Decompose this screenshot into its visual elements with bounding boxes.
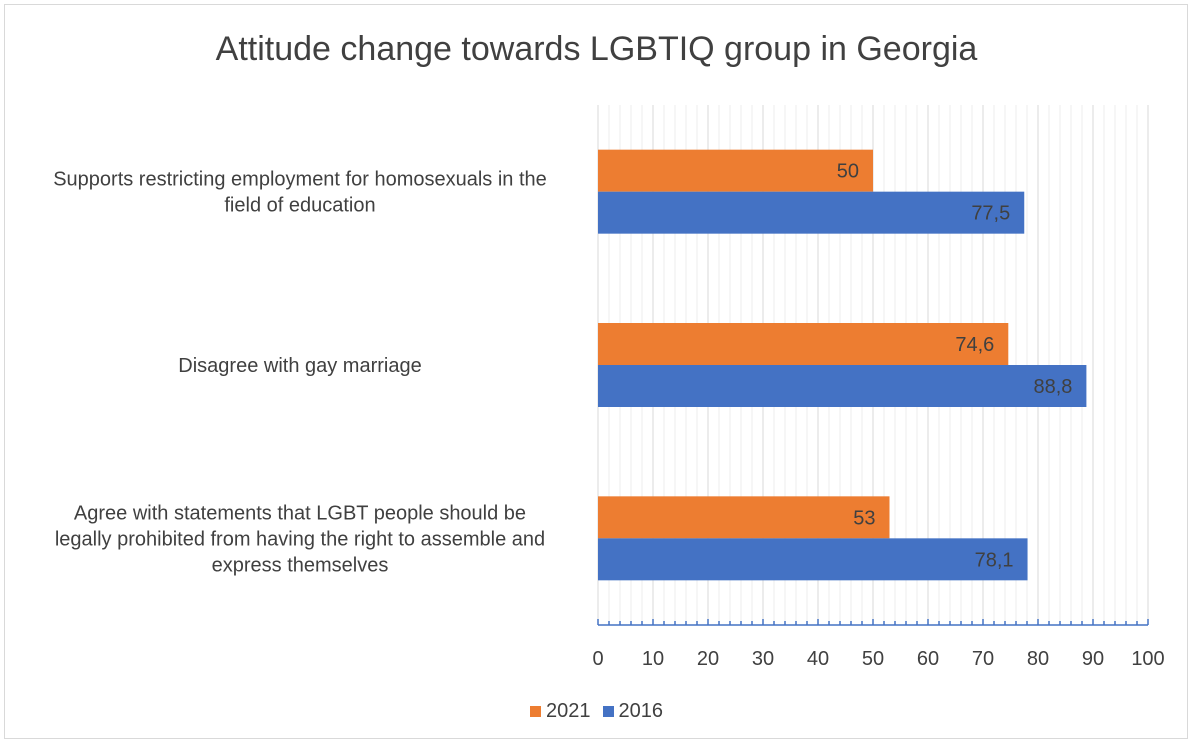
data-label: 74,6 <box>955 334 994 356</box>
category-label: legally prohibited from having the right… <box>55 528 545 550</box>
category-label: Disagree with gay marriage <box>178 355 421 377</box>
x-tick-label: 30 <box>752 648 774 670</box>
legend-label: 2016 <box>618 700 664 722</box>
chart-title: Attitude change towards LGBTIQ group in … <box>215 30 978 68</box>
x-tick-label: 90 <box>1082 648 1104 670</box>
bar-2021 <box>598 323 1009 365</box>
x-tick-label: 100 <box>1131 648 1164 670</box>
data-label: 77,5 <box>971 203 1010 225</box>
bar-2016 <box>598 538 1028 581</box>
bar-2016 <box>598 191 1025 234</box>
bar-2016 <box>598 365 1087 407</box>
category-label: field of education <box>224 195 375 217</box>
category-label: Supports restricting employment for homo… <box>53 169 547 191</box>
x-tick-label: 50 <box>862 648 884 670</box>
category-label: express themselves <box>212 554 389 576</box>
data-label: 53 <box>853 507 875 529</box>
bar-2021 <box>598 149 873 192</box>
x-tick-label: 80 <box>1027 648 1049 670</box>
x-tick-label: 40 <box>807 648 829 670</box>
x-tick-label: 10 <box>642 648 664 670</box>
data-label: 78,1 <box>975 549 1014 571</box>
legend-label: 2021 <box>546 700 591 722</box>
data-label: 50 <box>837 161 859 183</box>
legend-swatch <box>530 706 541 717</box>
chart-plot: 0 10 20 30 40 50 60 70 80 90 100 50 77,5 Supports res… <box>53 105 1165 670</box>
x-tick-label: 60 <box>917 648 939 670</box>
category-label: Agree with statements that LGBT people s… <box>74 502 526 524</box>
legend-swatch <box>602 706 614 717</box>
legend-item: 2016 <box>602 700 664 723</box>
bar-2021 <box>598 496 890 539</box>
data-label: 88,8 <box>1033 376 1072 398</box>
legend-item: 2021 <box>530 700 591 723</box>
chart-legend: 2021 2016 <box>0 700 1193 723</box>
x-tick-label: 0 <box>592 648 603 670</box>
x-tick-label: 20 <box>697 648 719 670</box>
x-tick-label: 70 <box>972 648 994 670</box>
